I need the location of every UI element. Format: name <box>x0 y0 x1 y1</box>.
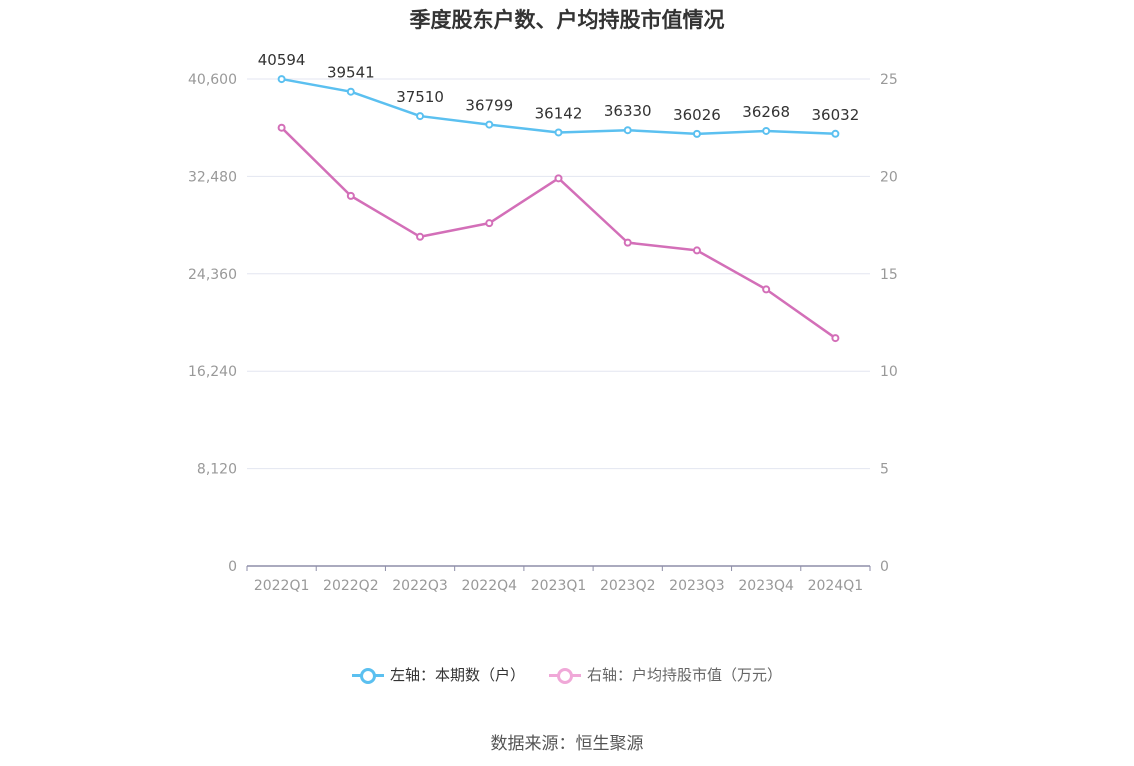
legend-item-right[interactable]: 右轴：户均持股市值（万元） <box>549 664 782 685</box>
legend-left-marker <box>351 667 384 684</box>
right-axis-tick-label: 5 <box>880 462 889 478</box>
legend-item-left[interactable]: 左轴：本期数（户） <box>351 664 525 685</box>
legend-right-label: 右轴：户均持股市值（万元） <box>587 666 783 684</box>
right-axis-tick-label: 0 <box>880 559 889 575</box>
data-point-left <box>346 87 355 96</box>
right-axis-tick-label: 15 <box>880 267 898 283</box>
data-point-right <box>485 219 494 228</box>
data-label: 39541 <box>327 64 375 82</box>
left-axis-tick-label: 8,120 <box>197 462 237 478</box>
data-point-left <box>277 75 286 84</box>
chart-title: 季度股东户数、户均持股市值情况 <box>409 8 725 32</box>
x-axis-tick-label: 2022Q1 <box>254 578 310 594</box>
data-point-right <box>692 246 701 255</box>
data-label: 37510 <box>396 88 444 106</box>
x-axis-tick-label: 2024Q1 <box>808 578 864 594</box>
source-note: 数据来源：恒生聚源 <box>490 734 644 754</box>
data-point-left <box>485 120 494 129</box>
legend-right-marker <box>549 667 581 684</box>
data-labels: 40594 39541 37510 36799 36142 36330 36026 36268… <box>258 51 859 124</box>
data-label: 36026 <box>673 106 721 124</box>
data-point-left <box>692 129 701 138</box>
right-axis-tick-label: 10 <box>880 364 898 380</box>
data-point-left <box>416 112 425 121</box>
left-axis-tick-label: 24,360 <box>188 267 237 283</box>
data-label: 36330 <box>604 102 652 120</box>
right-axis-tick-label: 25 <box>880 72 898 88</box>
axes: 0 0 8,120 5 16,240 10 24,360 15 32,480 20 40,600 25… <box>188 72 898 594</box>
data-point-right <box>346 191 355 200</box>
data-point-right <box>831 334 840 343</box>
legend: 左轴：本期数（户） 右轴：户均持股市值（万元） <box>0 664 1134 685</box>
series-line-right <box>280 126 837 340</box>
x-axis-tick-label: 2022Q4 <box>461 578 517 594</box>
x-axis-tick-label: 2022Q2 <box>323 578 379 594</box>
data-point-left <box>762 126 771 135</box>
data-point-right <box>762 285 771 294</box>
left-axis-tick-label: 32,480 <box>188 169 237 185</box>
left-axis-tick-label: 40,600 <box>188 72 237 88</box>
data-label: 36268 <box>742 103 790 121</box>
series <box>277 75 840 343</box>
data-point-right <box>416 232 425 241</box>
left-axis-tick-label: 0 <box>228 559 237 575</box>
data-point-right <box>623 238 632 247</box>
grid-lines <box>247 78 870 470</box>
data-point-left <box>623 126 632 135</box>
data-point-left <box>554 128 563 137</box>
left-axis-tick-label: 16,240 <box>188 364 237 380</box>
data-point-left <box>831 129 840 138</box>
legend-left-label: 左轴：本期数（户） <box>389 666 525 684</box>
data-label: 36142 <box>535 104 583 122</box>
x-axis-tick-label: 2023Q1 <box>531 578 587 594</box>
data-label: 40594 <box>258 51 306 69</box>
data-point-right <box>554 174 563 183</box>
data-point-right <box>277 123 286 132</box>
x-axis-tick-label: 2022Q3 <box>392 578 448 594</box>
right-axis-tick-label: 20 <box>880 169 898 185</box>
data-label: 36799 <box>465 97 513 115</box>
x-axis-tick-label: 2023Q2 <box>600 578 656 594</box>
x-axis-tick-label: 2023Q3 <box>669 578 725 594</box>
x-axis-tick-label: 2023Q4 <box>738 578 794 594</box>
data-label: 36032 <box>812 106 860 124</box>
